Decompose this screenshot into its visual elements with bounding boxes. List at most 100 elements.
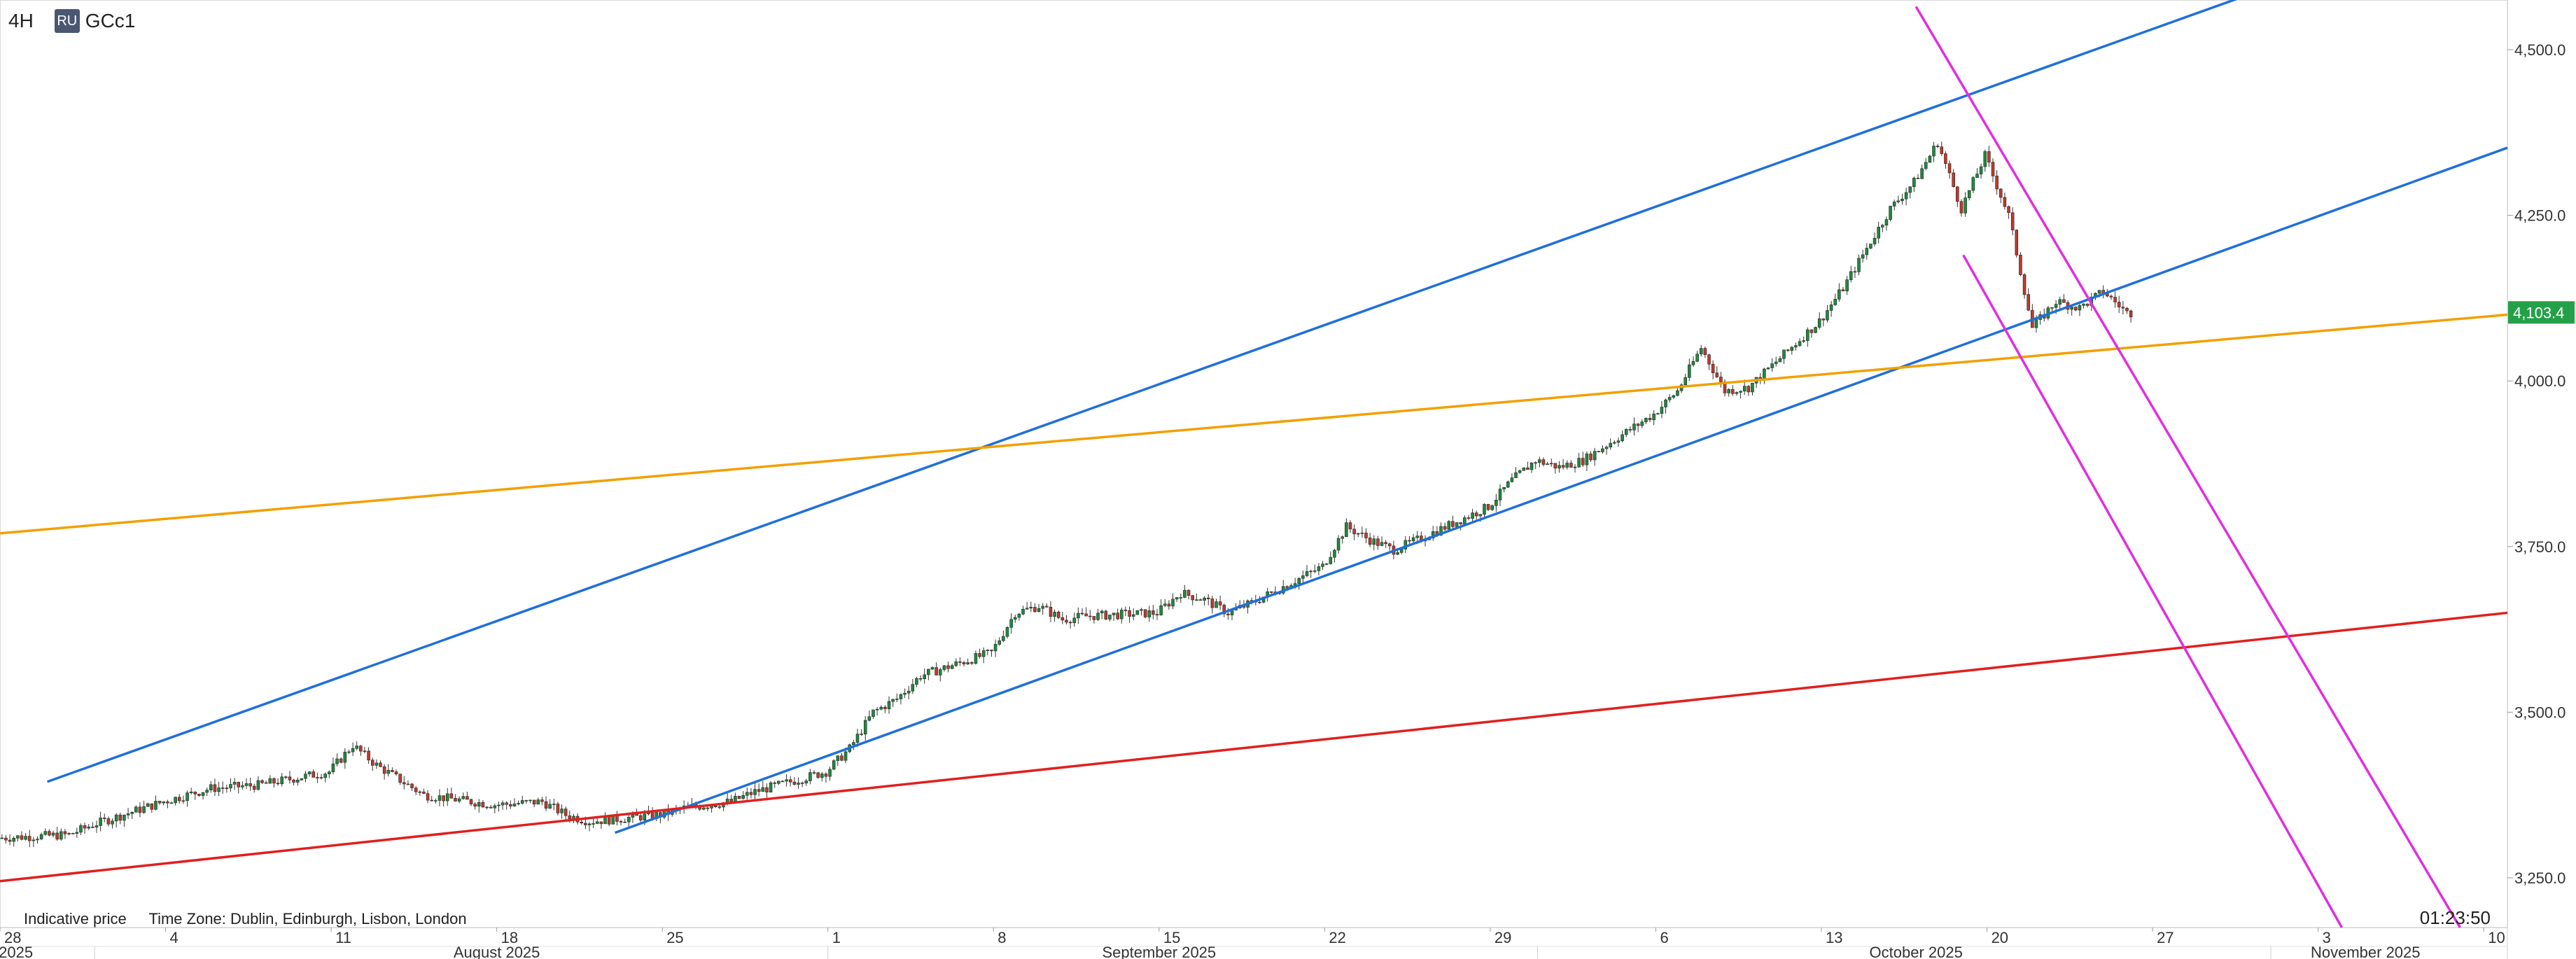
- candle-body: [1128, 610, 1131, 617]
- candle-body: [883, 706, 887, 710]
- candle-body: [414, 788, 418, 792]
- candle-body: [1171, 598, 1175, 607]
- candle-body: [737, 796, 741, 799]
- candle-body: [430, 799, 433, 802]
- candle-body: [1005, 627, 1009, 637]
- candle-body: [154, 801, 158, 810]
- candle-body: [426, 793, 430, 801]
- x-tick-label: 4: [170, 929, 178, 946]
- ric-badge-icon: RU: [54, 9, 80, 33]
- candle-body: [1786, 349, 1790, 351]
- candle-body: [48, 831, 51, 836]
- candle-body: [1226, 613, 1230, 615]
- timeframe-label[interactable]: 4H: [8, 10, 34, 31]
- candle-body: [1336, 538, 1340, 551]
- candle-body: [292, 779, 295, 783]
- candle-body: [225, 788, 229, 789]
- candle-body: [918, 678, 923, 680]
- candle-body: [374, 762, 379, 766]
- candle-body: [1025, 608, 1029, 610]
- candle-body: [1348, 522, 1352, 530]
- candle-body: [1935, 146, 1940, 148]
- candle-body: [769, 782, 773, 792]
- candle-body: [852, 742, 855, 746]
- candle-body: [370, 760, 374, 766]
- candle-body: [1518, 470, 1522, 473]
- candle-body: [71, 833, 75, 834]
- candle-body: [934, 667, 938, 676]
- candle-body: [580, 821, 584, 824]
- candle-body: [1676, 390, 1679, 396]
- symbol-label[interactable]: GCc1: [85, 10, 136, 31]
- candle-body: [2003, 197, 2007, 207]
- candle-body: [55, 832, 59, 840]
- x-tick-label: 10: [2488, 929, 2505, 946]
- candle-body: [1404, 540, 1408, 550]
- month-label: August 2025: [454, 944, 540, 959]
- candle-body: [493, 805, 497, 808]
- candle-body: [174, 797, 177, 804]
- candle-body: [1463, 517, 1466, 524]
- candle-body: [1502, 486, 1506, 489]
- candles: [0, 141, 2133, 848]
- candle-body: [2062, 299, 2066, 303]
- candle-body: [1380, 542, 1384, 546]
- candle-body: [1845, 279, 1849, 292]
- candle-body: [1222, 605, 1226, 615]
- candle-body: [564, 808, 568, 816]
- candle-body: [1881, 225, 1884, 227]
- candle-body: [1872, 237, 1877, 244]
- candle-body: [434, 800, 438, 802]
- candle-body: [820, 774, 824, 778]
- x-tick-label: 25: [666, 929, 683, 946]
- candle-body: [1833, 299, 1837, 305]
- candle-body: [2082, 303, 2085, 306]
- candle-body: [1411, 537, 1415, 542]
- candle-body: [386, 770, 391, 774]
- candle-body: [1979, 166, 1983, 174]
- candle-body: [1068, 622, 1072, 624]
- candle-body: [1364, 533, 1368, 538]
- candle-body: [1983, 151, 1987, 167]
- candle-body: [1396, 552, 1399, 555]
- candle-body: [741, 794, 745, 799]
- candle-body: [363, 750, 367, 752]
- bar-countdown: 01:23:50: [2419, 907, 2491, 928]
- candle-body: [1999, 188, 2003, 198]
- candle-body: [954, 661, 958, 666]
- candle-body: [2019, 255, 2022, 275]
- candle-body: [2054, 304, 2058, 308]
- candle-body: [1356, 533, 1360, 535]
- candle-body: [749, 792, 753, 795]
- candle-body: [489, 806, 493, 808]
- candle-body: [1415, 536, 1420, 538]
- candle-body: [875, 708, 879, 710]
- trendline-lower-blue: [615, 146, 2508, 834]
- candle-body: [536, 799, 540, 805]
- candle-body: [268, 778, 272, 784]
- trendline-upper-blue: [46, 0, 2238, 783]
- candle-body: [1766, 368, 1770, 370]
- candle-body: [761, 787, 765, 792]
- candle-body: [1317, 566, 1321, 571]
- candle-body: [477, 802, 481, 807]
- candle-body: [442, 795, 445, 802]
- candle-body: [808, 772, 812, 781]
- candle-body: [1739, 391, 1742, 393]
- candle-body: [1029, 607, 1033, 609]
- candle-body: [343, 752, 347, 763]
- candle-body: [1841, 289, 1845, 292]
- x-tick-label: 28: [4, 929, 21, 946]
- month-label: October 2025: [1870, 944, 1963, 959]
- candle-body: [1431, 531, 1435, 538]
- candle-body: [1549, 463, 1553, 465]
- candle-body: [753, 789, 757, 795]
- candle-body: [903, 692, 906, 695]
- candle-body: [1672, 395, 1676, 398]
- candle-body: [512, 804, 517, 806]
- x-tick-label: 27: [2157, 929, 2174, 946]
- candle-body: [328, 771, 331, 774]
- candle-body: [540, 799, 544, 802]
- candle-body: [1790, 346, 1794, 351]
